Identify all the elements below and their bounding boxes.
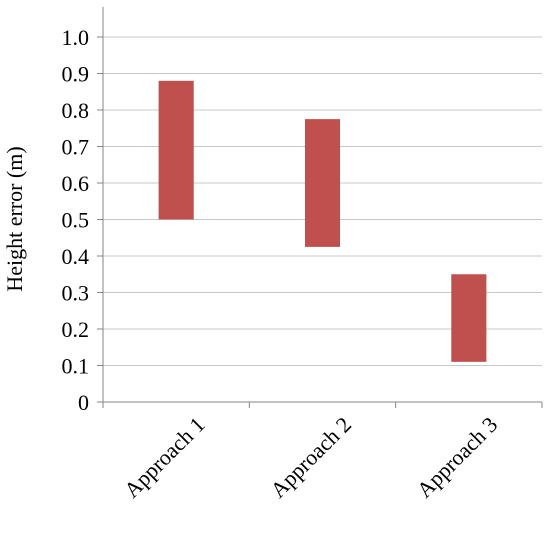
y-tick-label: 0.6	[62, 171, 90, 196]
x-tick-labels: Approach 1 Approach 2 Approach 3	[119, 412, 502, 503]
x-tick-label: Approach 1	[119, 412, 210, 503]
y-tick-labels: 0 0.1 0.2 0.3 0.4 0.5 0.6 0.7 0.8 0.9 1.0	[62, 25, 90, 415]
y-axis-title: Height error (m)	[2, 146, 27, 291]
range-bar	[451, 274, 487, 362]
y-tick-label: 0.7	[62, 135, 90, 160]
axes	[97, 7, 543, 408]
y-tick-label: 0.9	[62, 62, 90, 87]
range-bar	[304, 119, 341, 247]
y-tick-label: 0.1	[62, 354, 90, 379]
y-tick-label: 0.8	[62, 98, 90, 123]
y-tick-label: 0	[78, 390, 89, 415]
y-tick-label: 1.0	[62, 25, 90, 50]
y-tick-label: 0.3	[62, 281, 90, 306]
x-tick-label: Approach 3	[412, 412, 503, 503]
y-tick-label: 0.5	[62, 208, 90, 233]
range-bar	[158, 80, 194, 220]
y-tick-label: 0.2	[62, 317, 90, 342]
bars	[158, 80, 487, 362]
x-tick-label: Approach 2	[265, 412, 356, 503]
y-tick-label: 0.4	[62, 244, 90, 269]
